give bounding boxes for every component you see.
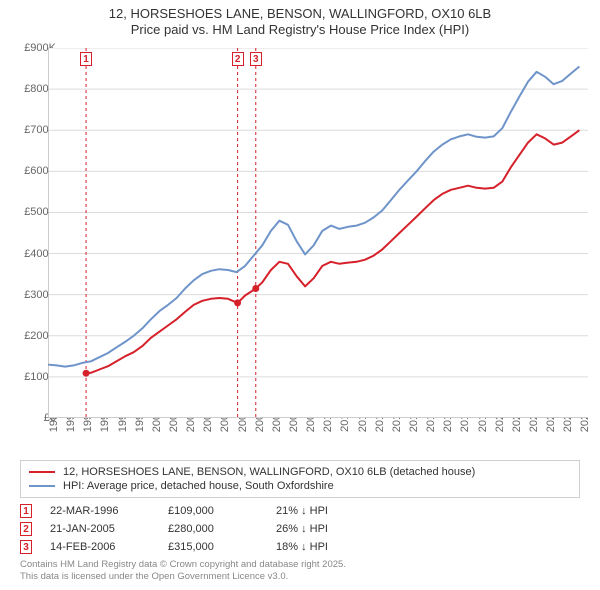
legend-label: HPI: Average price, detached house, Sout…	[63, 480, 334, 492]
sales-pct: 18% ↓ HPI	[276, 541, 366, 553]
sales-price: £109,000	[168, 505, 258, 517]
sales-date: 21-JAN-2005	[50, 523, 150, 535]
sales-marker: 3	[20, 540, 32, 554]
sales-date: 22-MAR-1996	[50, 505, 150, 517]
chart-container: 12, HORSESHOES LANE, BENSON, WALLINGFORD…	[0, 0, 600, 590]
sales-row: 2 21-JAN-2005 £280,000 26% ↓ HPI	[20, 520, 366, 538]
sales-pct: 21% ↓ HPI	[276, 505, 366, 517]
sales-pct: 26% ↓ HPI	[276, 523, 366, 535]
footer: Contains HM Land Registry data © Crown c…	[20, 559, 346, 583]
title-line-2: Price paid vs. HM Land Registry's House …	[0, 22, 600, 38]
sales-price: £280,000	[168, 523, 258, 535]
legend-label: 12, HORSESHOES LANE, BENSON, WALLINGFORD…	[63, 466, 475, 478]
sales-row: 3 14-FEB-2006 £315,000 18% ↓ HPI	[20, 538, 366, 556]
legend-row: 12, HORSESHOES LANE, BENSON, WALLINGFORD…	[29, 465, 571, 479]
legend-box: 12, HORSESHOES LANE, BENSON, WALLINGFORD…	[20, 460, 580, 498]
title-line-1: 12, HORSESHOES LANE, BENSON, WALLINGFORD…	[0, 6, 600, 22]
footer-line-2: This data is licensed under the Open Gov…	[20, 571, 346, 583]
sales-price: £315,000	[168, 541, 258, 553]
title-block: 12, HORSESHOES LANE, BENSON, WALLINGFORD…	[0, 0, 600, 39]
event-marker: 2	[232, 52, 244, 66]
legend-row: HPI: Average price, detached house, Sout…	[29, 479, 571, 493]
chart-area	[48, 48, 588, 418]
sales-row: 1 22-MAR-1996 £109,000 21% ↓ HPI	[20, 502, 366, 520]
sales-marker: 1	[20, 504, 32, 518]
sales-date: 14-FEB-2006	[50, 541, 150, 553]
legend-swatch	[29, 471, 55, 473]
footer-line-1: Contains HM Land Registry data © Crown c…	[20, 559, 346, 571]
sales-table: 1 22-MAR-1996 £109,000 21% ↓ HPI 2 21-JAN-200…	[20, 502, 366, 556]
event-marker: 3	[250, 52, 262, 66]
sales-marker: 2	[20, 522, 32, 536]
event-marker: 1	[80, 52, 92, 66]
legend-swatch	[29, 485, 55, 487]
chart-svg	[48, 48, 588, 418]
